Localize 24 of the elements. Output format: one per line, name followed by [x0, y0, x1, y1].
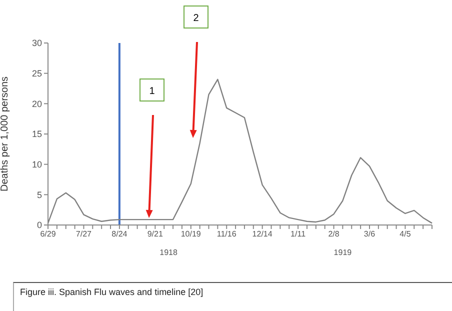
x-tick-label: 2/8: [328, 230, 340, 239]
y-tick-label: 5: [36, 190, 42, 200]
x-tick-label: 4/5: [400, 230, 412, 239]
y-tick-label: 20: [32, 98, 42, 109]
text: Figure iii. Spanish Flu waves and timeline [20]: [13, 282, 452, 311]
text: 1918: [160, 248, 178, 257]
x-tick-label: 3/6: [364, 230, 376, 239]
text: 1919: [334, 248, 352, 257]
x-tick-label: 8/24: [112, 230, 128, 239]
y-tick-label: 0: [36, 220, 42, 230]
y-tick-label: 30: [32, 38, 42, 48]
x-tick-label: 10/19: [180, 230, 202, 239]
y-tick-label: 25: [32, 68, 42, 79]
annotation: 1: [149, 86, 156, 97]
x-tick-label: 11/16: [216, 230, 237, 239]
x-tick-label: 7/27: [76, 230, 92, 239]
x-tick-label: 12/14: [252, 230, 273, 239]
text: 2: [193, 13, 200, 24]
x-tick-label: 9/21: [147, 230, 164, 239]
y-tick-label: 15: [32, 129, 42, 140]
x-tick-label: 1/11: [290, 230, 306, 239]
x-tick-label: 6/29: [40, 230, 56, 239]
y-axis-title: Deaths per 1,000 persons: [0, 76, 11, 192]
y-tick-label: 10: [32, 160, 42, 170]
